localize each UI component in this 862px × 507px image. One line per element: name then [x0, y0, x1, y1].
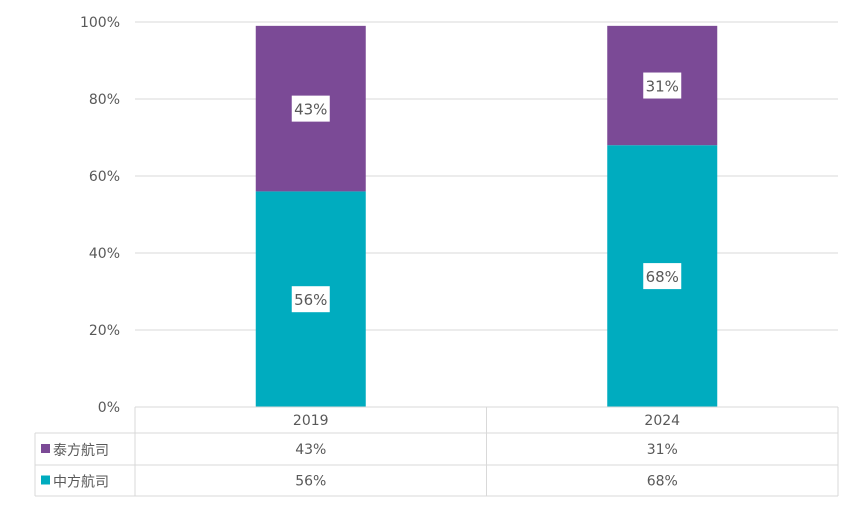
data-label: 56% — [294, 291, 327, 309]
y-tick-label: 60% — [89, 169, 120, 185]
legend-swatch — [41, 475, 50, 485]
data-label: 68% — [646, 268, 679, 286]
y-tick-label: 80% — [89, 92, 120, 108]
legend-swatch — [41, 444, 50, 453]
legend-label: 中方航司 — [53, 475, 109, 491]
legend-label: 泰方航司 — [53, 443, 109, 459]
data-label: 43% — [294, 101, 327, 119]
y-tick-label: 40% — [89, 246, 120, 262]
table-header-cell: 2019 — [293, 413, 329, 429]
table-cell: 31% — [647, 442, 678, 458]
data-label: 31% — [646, 78, 679, 96]
data-label-box — [291, 286, 330, 313]
table-cell: 43% — [295, 442, 326, 458]
y-tick-label: 0% — [98, 400, 120, 416]
y-tick-label: 100% — [80, 15, 120, 31]
table-header-cell: 2024 — [644, 413, 680, 429]
table-cell: 56% — [295, 474, 326, 490]
data-label-box — [643, 263, 682, 290]
data-label-box — [643, 72, 682, 99]
data-label-box — [291, 95, 330, 122]
table-cell: 68% — [647, 474, 678, 490]
y-tick-label: 20% — [89, 323, 120, 339]
